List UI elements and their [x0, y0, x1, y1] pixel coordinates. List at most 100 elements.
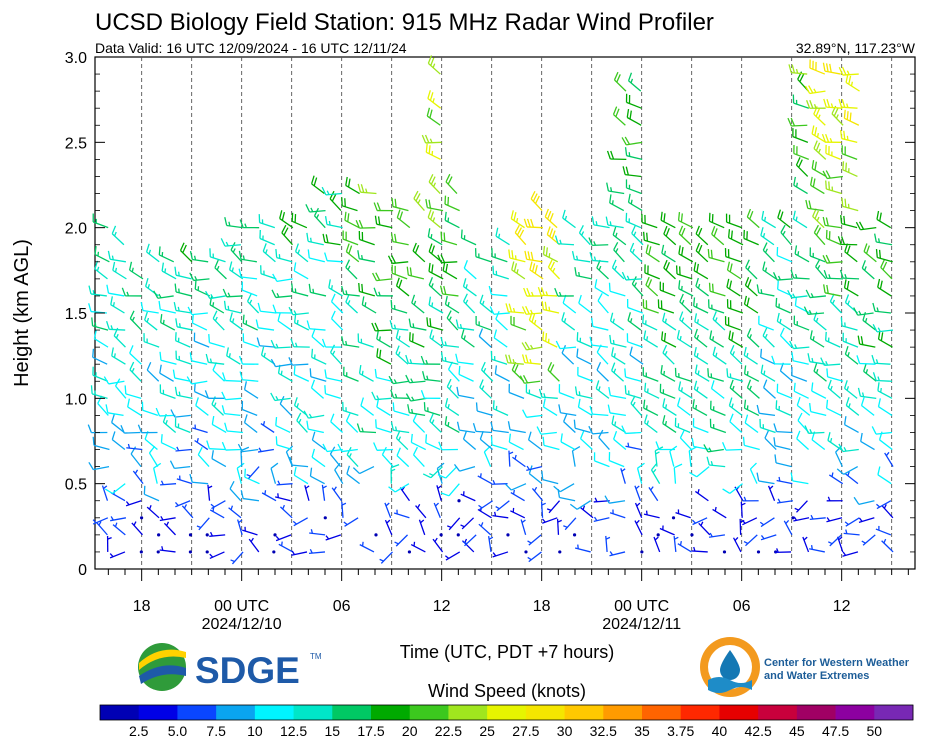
wind-barb [746, 328, 760, 348]
barb-feather [311, 175, 315, 185]
barb-shaft [495, 318, 508, 331]
barb-feather [360, 184, 365, 193]
wind-barb [229, 261, 244, 280]
wind-barb [825, 144, 841, 161]
barb-half-feather [743, 540, 749, 545]
wind-barb [703, 444, 724, 453]
barb-feather [794, 297, 798, 306]
barb-shaft [129, 352, 142, 365]
cw3e-logo: Center for Western Weather and Water Ext… [700, 637, 910, 697]
barb-half-feather [645, 510, 648, 515]
barb-shaft [810, 410, 827, 417]
barb-feather [576, 348, 579, 358]
barb-feather [439, 285, 444, 295]
barb-feather [856, 355, 861, 364]
barb-feather [155, 407, 161, 417]
wind-barb [391, 264, 408, 280]
barb-half-feather [846, 386, 850, 391]
barb-feather [405, 393, 412, 402]
barb-feather [414, 244, 420, 254]
wind-barb [825, 229, 842, 246]
barb-feather [546, 226, 551, 235]
barb-shaft [793, 390, 809, 399]
wind-barb [101, 485, 109, 501]
barb-feather [645, 244, 649, 254]
wind-barb [712, 506, 727, 519]
barb-feather [358, 364, 362, 374]
wind-barb [405, 354, 425, 365]
barb-feather [437, 254, 442, 263]
wind-barb [325, 534, 342, 541]
wind-barb [411, 294, 425, 314]
barb-feather [390, 233, 394, 242]
barb-half-feather [258, 447, 262, 452]
barb-feather [609, 312, 614, 322]
barb-feather [489, 306, 495, 315]
wind-barb [220, 238, 241, 247]
barb-feather [372, 272, 378, 281]
barb-feather [762, 242, 768, 251]
wind-barb [759, 517, 775, 528]
wind-barb [255, 319, 275, 331]
wind-barb [821, 133, 842, 143]
wind-barb [505, 303, 525, 314]
wind-barb [352, 466, 375, 475]
barb-feather [329, 344, 336, 353]
barb-shaft [311, 456, 326, 468]
barb-shaft [174, 414, 191, 418]
wind-barb [823, 269, 844, 280]
wind-barb [456, 386, 475, 399]
colorbar-label: 40 [712, 723, 728, 739]
barb-half-feather [398, 335, 401, 341]
barb-half-feather [478, 504, 483, 509]
barb-feather [877, 398, 881, 407]
wind-barb [708, 282, 726, 297]
barb-shaft [636, 468, 643, 484]
barb-shaft [811, 439, 826, 451]
wind-barb [760, 534, 777, 541]
barb-shaft [491, 444, 508, 451]
wind-barb [111, 347, 126, 365]
wind-barb [743, 229, 759, 246]
barb-feather [726, 278, 730, 288]
barb-feather [438, 441, 443, 450]
barb-feather [392, 402, 395, 412]
barb-half-feather [107, 536, 112, 540]
barb-feather [94, 246, 97, 255]
colorbar-segment [100, 705, 140, 720]
barb-shaft [688, 450, 692, 467]
barb-feather [776, 312, 780, 322]
barb-feather [458, 365, 461, 375]
barb-half-feather [795, 68, 799, 74]
wind-barb [412, 446, 425, 468]
barb-feather [809, 330, 813, 339]
barb-feather [772, 272, 778, 281]
barb-feather [374, 215, 378, 225]
barb-feather [547, 361, 553, 371]
barb-half-feather [214, 316, 218, 322]
wind-barb [230, 551, 244, 565]
barb-feather [243, 414, 248, 423]
barb-feather [145, 278, 149, 287]
barb-shaft [458, 373, 474, 382]
wind-barb [789, 340, 810, 350]
wind-barb [131, 521, 143, 536]
wind-barb [293, 314, 310, 331]
wind-barb [621, 136, 643, 146]
barb-feather [624, 368, 627, 378]
barb-feather [693, 297, 696, 307]
barb-feather [612, 226, 617, 236]
barb-shaft [394, 483, 410, 493]
barb-feather [747, 279, 752, 288]
barb-feather [645, 276, 650, 286]
barb-half-feather [628, 152, 631, 157]
barb-feather [396, 447, 401, 456]
barb-feather [390, 463, 400, 469]
barb-feather [293, 466, 297, 476]
barb-half-feather [846, 70, 850, 75]
wind-barb [221, 441, 242, 451]
wind-barb [645, 244, 660, 263]
wind-barb [762, 242, 775, 263]
wind-barb [460, 229, 477, 246]
